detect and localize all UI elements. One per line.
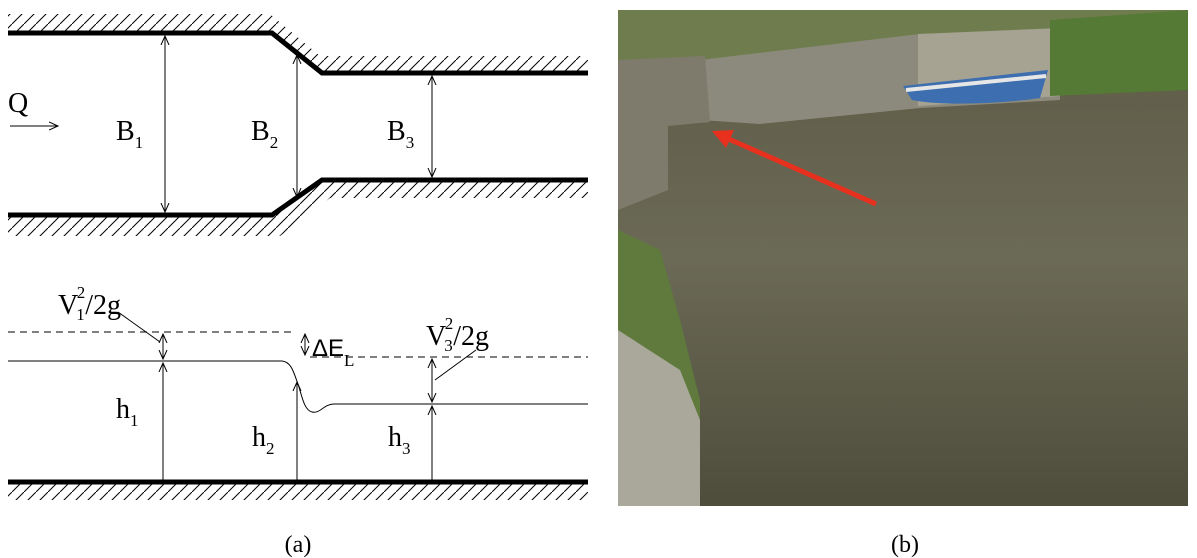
- water-surface: [8, 361, 588, 412]
- width-label: B3: [387, 116, 414, 152]
- depth-label: h3: [388, 422, 411, 458]
- caption: (b): [891, 532, 919, 558]
- plan-view: Q B1 B2 B3: [8, 14, 588, 236]
- figure: Q B1 B2 B3 V12/2g V32/2g ΔEL h1 h2 h3 (a…: [0, 0, 1197, 558]
- symbol: B: [251, 116, 270, 147]
- subscript: 3: [406, 133, 415, 152]
- subscript: 1: [130, 411, 139, 430]
- symbol: h: [252, 422, 266, 453]
- subscript: 3: [402, 439, 411, 458]
- symbol: B: [116, 116, 135, 147]
- head-loss-label: ΔEL: [312, 335, 354, 370]
- symbol: V: [58, 290, 78, 321]
- symbol: B: [387, 116, 406, 147]
- symbol: h: [116, 394, 130, 425]
- width-label: B2: [251, 116, 278, 152]
- subscript: 1: [76, 305, 85, 324]
- velocity-head-label: V1 2/2g: [58, 283, 121, 324]
- symbol: V: [426, 321, 446, 352]
- leader-line: [435, 350, 476, 380]
- velocity-head-label: V3 2/2g: [426, 314, 489, 355]
- hatching: [8, 180, 588, 236]
- vegetation: [1050, 10, 1188, 96]
- superscript: 2: [445, 314, 454, 333]
- subscript: 3: [444, 336, 453, 355]
- profile-view: V12/2g V32/2g ΔEL h1 h2 h3: [8, 283, 588, 500]
- symbol: ΔE: [312, 335, 344, 362]
- flow-label: Q: [8, 88, 28, 119]
- symbol: h: [388, 422, 402, 453]
- rest: /2g: [453, 321, 489, 352]
- width-label: B1: [116, 116, 143, 152]
- hatching: [8, 482, 588, 500]
- depth-label: h1: [116, 394, 139, 430]
- subscript: 2: [266, 439, 275, 458]
- subscript: L: [344, 351, 354, 370]
- hatching: [8, 14, 588, 72]
- caption: (a): [285, 532, 312, 558]
- subscript: 1: [135, 133, 144, 152]
- leader-line: [118, 312, 160, 342]
- depth-label: h2: [252, 422, 275, 458]
- rest: /2g: [85, 290, 121, 321]
- subscript: 2: [270, 133, 279, 152]
- superscript: 2: [77, 283, 86, 302]
- photo: [618, 10, 1188, 506]
